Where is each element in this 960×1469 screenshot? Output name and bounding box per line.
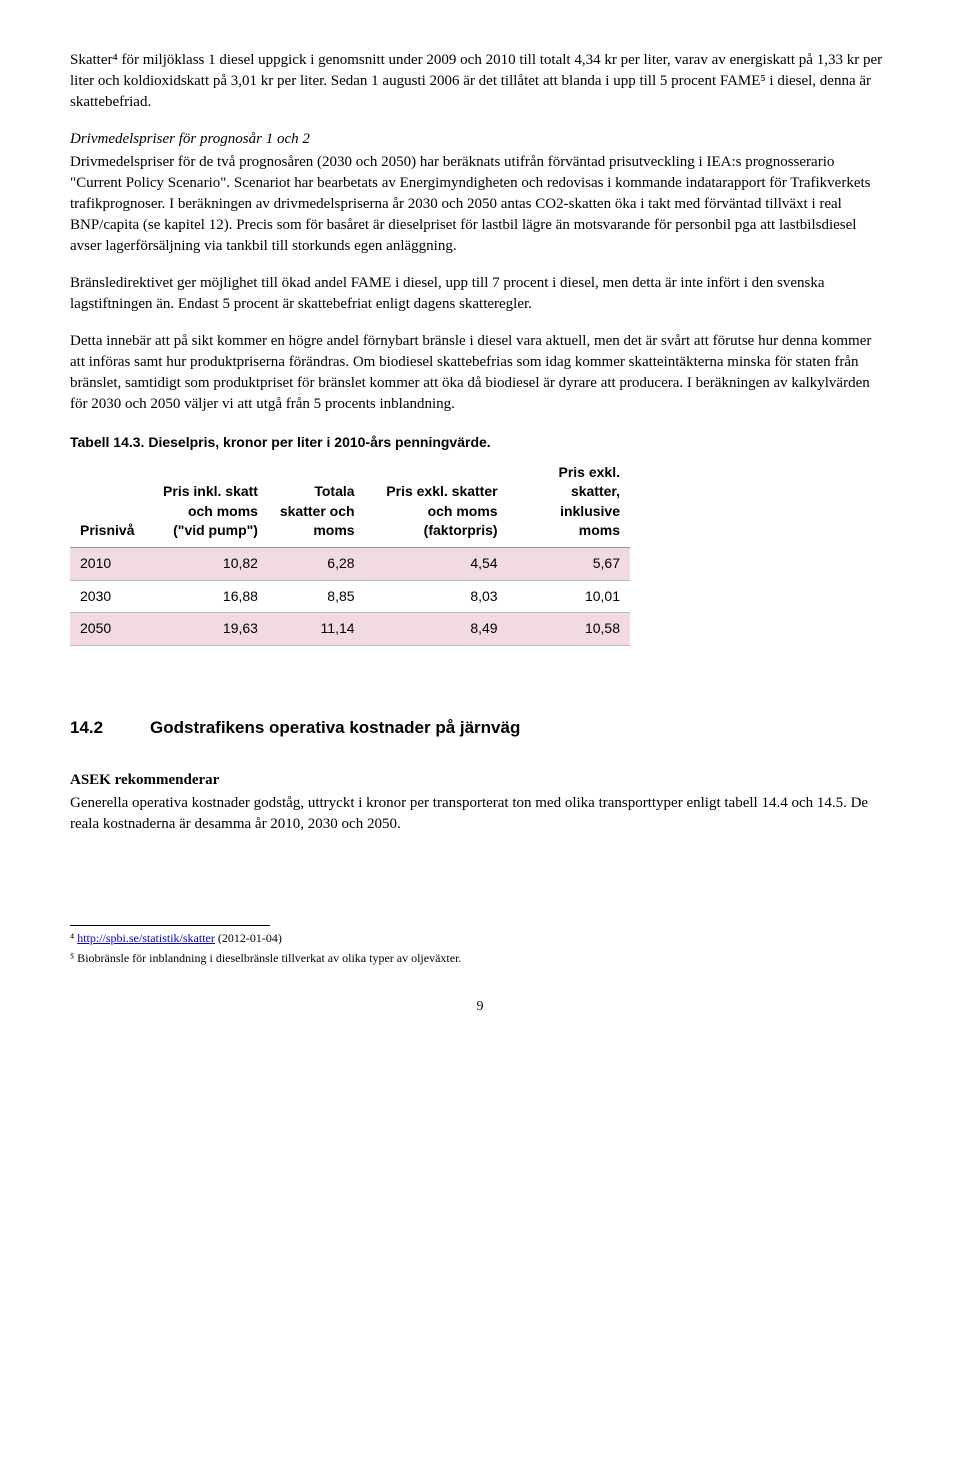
paragraph-3: Bränsledirektivet ger möjlighet till öka… [70,273,890,315]
diesel-price-table: Prisnivå Pris inkl. skatt och moms ("vid… [70,457,630,646]
footnote-4: ⁴ http://spbi.se/statistik/skatter (2012… [70,930,850,947]
recommendation-heading: ASEK rekommenderar [70,770,890,791]
table-cell: 10,58 [508,613,630,646]
col-header-exkl-inkl-moms: Pris exkl. skatter, inklusive moms [508,457,630,548]
paragraph-1: Skatter⁴ för miljöklass 1 diesel uppgick… [70,50,890,113]
table-row: 205019,6311,148,4910,58 [70,613,630,646]
subheading-drivmedelspriser: Drivmedelspriser för prognosår 1 och 2 [70,129,890,150]
footnote-4-rest: (2012-01-04) [215,931,282,945]
table-cell: 8,49 [365,613,508,646]
document-page: Skatter⁴ för miljöklass 1 diesel uppgick… [0,0,960,1057]
table-cell: 16,88 [144,580,267,613]
table-cell: 6,28 [268,547,365,580]
paragraph-5: Generella operativa kostnader godståg, u… [70,793,890,835]
footnote-separator [70,925,270,926]
table-cell: 5,67 [508,547,630,580]
table-row: 201010,826,284,545,67 [70,547,630,580]
footnote-5: ⁵ Biobränsle för inblandning i dieselbrä… [70,950,850,967]
table-cell: 2030 [70,580,144,613]
col-header-inkl: Pris inkl. skatt och moms ("vid pump") [144,457,267,548]
section-heading: 14.2 Godstrafikens operativa kostnader p… [70,716,890,740]
footnote-4-link[interactable]: http://spbi.se/statistik/skatter [77,931,215,945]
table-cell: 10,01 [508,580,630,613]
table-header-row: Prisnivå Pris inkl. skatt och moms ("vid… [70,457,630,548]
table-cell: 2010 [70,547,144,580]
table-caption: Tabell 14.3. Dieselpris, kronor per lite… [70,433,890,453]
col-header-totala: Totala skatter och moms [268,457,365,548]
col-header-prisniva: Prisnivå [70,457,144,548]
page-number: 9 [70,997,890,1017]
paragraph-2: Drivmedelspriser för de två prognosåren … [70,152,890,257]
col-header-exkl-faktor: Pris exkl. skatter och moms (faktorpris) [365,457,508,548]
paragraph-4: Detta innebär att på sikt kommer en högr… [70,331,890,415]
table-cell: 2050 [70,613,144,646]
table-cell: 8,03 [365,580,508,613]
table-row: 203016,888,858,0310,01 [70,580,630,613]
table-cell: 19,63 [144,613,267,646]
table-cell: 4,54 [365,547,508,580]
table-cell: 11,14 [268,613,365,646]
table-cell: 10,82 [144,547,267,580]
section-number: 14.2 [70,716,150,740]
section-title: Godstrafikens operativa kostnader på jär… [150,716,520,740]
table-cell: 8,85 [268,580,365,613]
